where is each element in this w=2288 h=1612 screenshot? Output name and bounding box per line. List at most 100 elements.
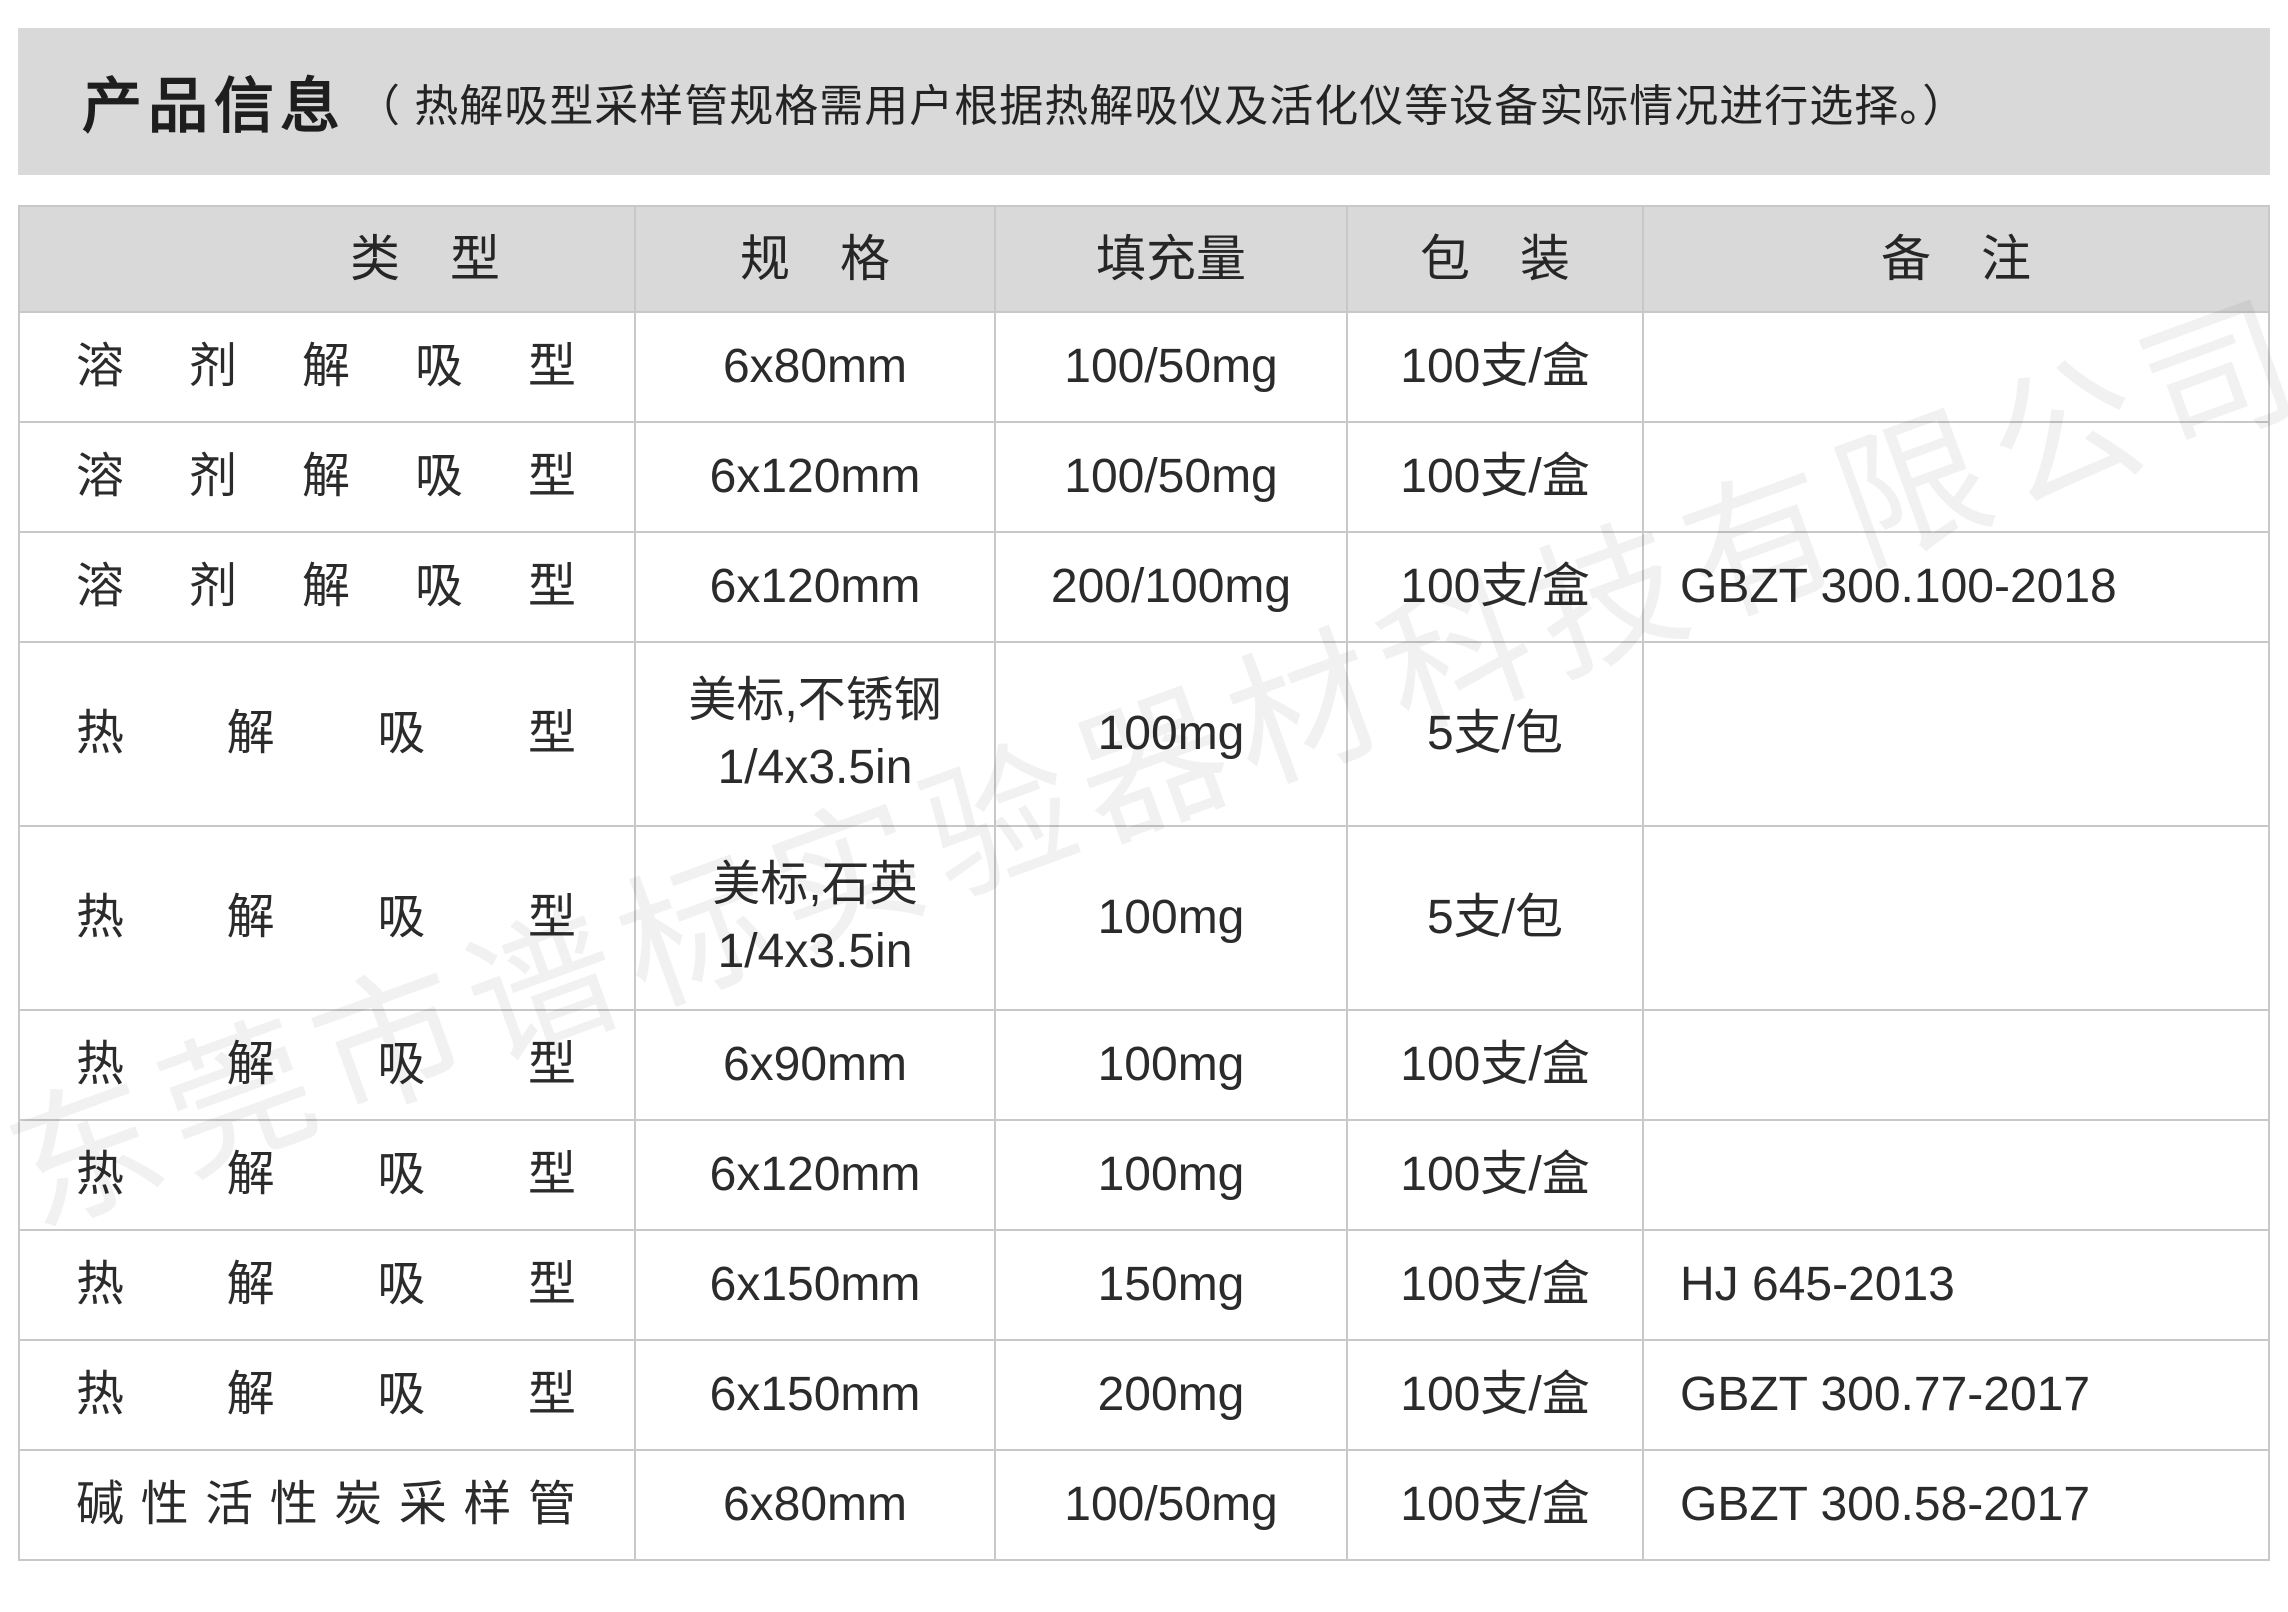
cell-note [1644, 1121, 2268, 1229]
page-subtitle: （ 热解吸型采样管规格需用户根据热解吸仪及活化仪等设备实际情况进行选择。） [356, 81, 1968, 131]
type-value: 热解吸型 [76, 1258, 576, 1312]
pack-value: 5支/包 [1426, 891, 1564, 945]
pack-value: 100支/盒 [1400, 1368, 1590, 1422]
pack-value: 100支/盒 [1400, 560, 1590, 614]
cell-pack: 100支/盒 [1348, 1011, 1644, 1119]
cell-spec: 美标,石英 1/4x3.5in [636, 827, 996, 1009]
cell-fill: 100/50mg [996, 313, 1348, 421]
type-value: 热解吸型 [76, 891, 576, 945]
cell-note: GBZT 300.77-2017 [1644, 1341, 2268, 1449]
cell-note [1644, 1011, 2268, 1119]
fill-value: 100/50mg [1064, 1478, 1278, 1532]
cell-fill: 200mg [996, 1341, 1348, 1449]
cell-note: HJ 645-2013 [1644, 1231, 2268, 1339]
spec-value-line2: 1/4x3.5in [717, 741, 913, 794]
cell-type: 溶剂解吸型 [20, 533, 636, 641]
cell-pack: 5支/包 [1348, 827, 1644, 1009]
spec-value-line2: 1/4x3.5in [717, 925, 913, 978]
header-cell-fill: 填充量 [996, 207, 1348, 311]
pack-value: 100支/盒 [1400, 1148, 1590, 1202]
table-row: 热解吸型 6x150mm 200mg 100支/盒 GBZT 300.77-20… [20, 1341, 2268, 1451]
pack-value: 100支/盒 [1400, 1038, 1590, 1092]
cell-pack: 5支/包 [1348, 643, 1644, 825]
header-type-label: 类 型 [350, 231, 500, 287]
cell-note: GBZT 300.58-2017 [1644, 1451, 2268, 1559]
page-title: 产品信息 [82, 73, 346, 140]
spec-value: 6x80mm [722, 1478, 908, 1532]
fill-value: 100/50mg [1064, 450, 1278, 504]
cell-note: GBZT 300.100-2018 [1644, 533, 2268, 641]
cell-note [1644, 423, 2268, 531]
fill-value: 100mg [1097, 1038, 1245, 1092]
header-cell-type: 类 型 [20, 207, 636, 311]
cell-pack: 100支/盒 [1348, 1451, 1644, 1559]
spacer [0, 175, 2288, 205]
table-row: 溶剂解吸型 6x120mm 200/100mg 100支/盒 GBZT 300.… [20, 533, 2268, 643]
cell-spec: 6x120mm [636, 423, 996, 531]
fill-value: 200/100mg [1050, 560, 1292, 614]
spec-value: 美标,石英 [712, 857, 918, 911]
spec-value: 美标,不锈钢 [688, 673, 942, 727]
header-spec-label: 规 格 [740, 231, 890, 287]
cell-pack: 100支/盒 [1348, 1341, 1644, 1449]
spec-value: 6x120mm [709, 450, 921, 504]
pack-value: 100支/盒 [1400, 450, 1590, 504]
pack-value: 5支/包 [1426, 707, 1564, 761]
fill-value: 100mg [1097, 1148, 1245, 1202]
cell-fill: 150mg [996, 1231, 1348, 1339]
cell-type: 热解吸型 [20, 827, 636, 1009]
fill-value: 100/50mg [1064, 340, 1278, 394]
cell-spec: 6x150mm [636, 1231, 996, 1339]
fill-value: 100mg [1097, 707, 1245, 761]
table-row: 热解吸型 6x150mm 150mg 100支/盒 HJ 645-2013 [20, 1231, 2268, 1341]
note-value: HJ 645-2013 [1680, 1258, 1955, 1312]
cell-pack: 100支/盒 [1348, 1121, 1644, 1229]
note-value: GBZT 300.77-2017 [1680, 1368, 2091, 1422]
table-row: 热解吸型 6x90mm 100mg 100支/盒 [20, 1011, 2268, 1121]
type-value: 热解吸型 [76, 1148, 576, 1202]
pack-value: 100支/盒 [1400, 1478, 1590, 1532]
fill-value: 200mg [1097, 1368, 1245, 1422]
cell-type: 碱性活性炭采样管 [20, 1451, 636, 1559]
cell-type: 热解吸型 [20, 643, 636, 825]
table-row: 溶剂解吸型 6x80mm 100/50mg 100支/盒 [20, 313, 2268, 423]
cell-type: 溶剂解吸型 [20, 313, 636, 421]
table-row: 溶剂解吸型 6x120mm 100/50mg 100支/盒 [20, 423, 2268, 533]
header-cell-note: 备 注 [1644, 207, 2268, 311]
type-value: 溶剂解吸型 [76, 340, 576, 394]
cell-fill: 200/100mg [996, 533, 1348, 641]
type-value: 溶剂解吸型 [76, 560, 576, 614]
type-value: 热解吸型 [76, 1038, 576, 1092]
title-band: 产品信息 （ 热解吸型采样管规格需用户根据热解吸仪及活化仪等设备实际情况进行选择… [18, 28, 2270, 175]
table-header-row: 类 型 规 格 填充量 包 装 备 注 [20, 207, 2268, 313]
type-value: 碱性活性炭采样管 [76, 1478, 576, 1532]
cell-fill: 100mg [996, 1011, 1348, 1119]
cell-spec: 6x80mm [636, 313, 996, 421]
cell-spec: 6x150mm [636, 1341, 996, 1449]
cell-spec: 6x120mm [636, 1121, 996, 1229]
table-row: 碱性活性炭采样管 6x80mm 100/50mg 100支/盒 GBZT 300… [20, 1451, 2268, 1559]
cell-fill: 100mg [996, 827, 1348, 1009]
cell-note [1644, 313, 2268, 421]
spec-value: 6x120mm [709, 560, 921, 614]
spec-value: 6x120mm [709, 1148, 921, 1202]
header-pack-label: 包 装 [1420, 231, 1570, 287]
cell-type: 热解吸型 [20, 1011, 636, 1119]
fill-value: 100mg [1097, 891, 1245, 945]
pack-value: 100支/盒 [1400, 1258, 1590, 1312]
note-value: GBZT 300.100-2018 [1680, 560, 2117, 614]
cell-spec: 美标,不锈钢 1/4x3.5in [636, 643, 996, 825]
cell-type: 溶剂解吸型 [20, 423, 636, 531]
spec-value: 6x80mm [722, 340, 908, 394]
cell-spec: 6x80mm [636, 1451, 996, 1559]
spec-value: 6x150mm [709, 1258, 921, 1312]
cell-type: 热解吸型 [20, 1341, 636, 1449]
table-row: 热解吸型 6x120mm 100mg 100支/盒 [20, 1121, 2268, 1231]
cell-fill: 100mg [996, 643, 1348, 825]
cell-spec: 6x90mm [636, 1011, 996, 1119]
cell-spec: 6x120mm [636, 533, 996, 641]
cell-type: 热解吸型 [20, 1121, 636, 1229]
cell-pack: 100支/盒 [1348, 1231, 1644, 1339]
cell-note [1644, 643, 2268, 825]
cell-pack: 100支/盒 [1348, 423, 1644, 531]
